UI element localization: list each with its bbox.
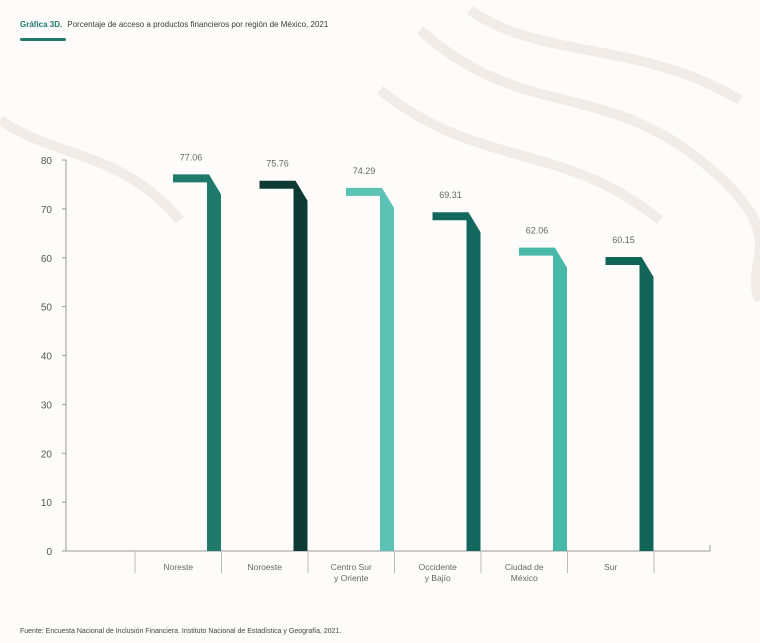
bar [346, 187, 394, 551]
y-tick-label: 30 [41, 400, 53, 411]
x-tick-label: y Oriente [334, 573, 369, 583]
data-label: 77.06 [180, 152, 203, 162]
x-tick-label: Noreste [163, 562, 193, 572]
x-tick-label: Centro Sur [331, 562, 372, 572]
y-tick-label: 80 [41, 156, 53, 167]
y-tick-label: 20 [41, 449, 53, 460]
x-tick-label: Noroeste [248, 562, 283, 572]
data-label: 60.15 [612, 235, 635, 245]
data-label: 74.29 [353, 166, 376, 176]
chart-header: Gráfica 3D. Porcentaje de acceso a produc… [20, 20, 328, 29]
chart-bars: 77.06 75.76 74.29 69.31 62.06 60.15 [173, 152, 654, 551]
x-tick-label: Occidente [419, 562, 458, 572]
data-label: 62.06 [526, 226, 549, 236]
bar [519, 247, 567, 551]
x-tick-label: México [511, 573, 538, 583]
figure-label: Gráfica 3D. [20, 20, 63, 29]
y-tick-label: 0 [46, 547, 52, 558]
source-note: Fuente: Encuesta Nacional de Inclusión F… [20, 628, 342, 635]
data-label: 69.31 [439, 190, 462, 200]
bar [605, 257, 654, 551]
x-tick-label: Ciudad de [505, 562, 544, 572]
chart-axes: 0 10 20 30 40 50 60 70 80 Noreste Noroeste Centro S… [41, 156, 711, 583]
chart-title: Porcentaje de acceso a productos financi… [67, 20, 329, 29]
y-tick-label: 50 [41, 303, 53, 314]
y-tick-label: 40 [41, 352, 53, 363]
bar [173, 174, 221, 551]
x-tick-label: Sur [604, 562, 617, 572]
x-tick-label: y Bajío [425, 573, 451, 583]
y-tick-label: 70 [41, 205, 53, 216]
y-tick-label: 60 [41, 254, 53, 265]
bar [259, 180, 308, 551]
header-underline [20, 38, 66, 41]
y-tick-label: 10 [41, 498, 53, 509]
data-label: 75.76 [266, 159, 289, 169]
bar [432, 212, 481, 551]
